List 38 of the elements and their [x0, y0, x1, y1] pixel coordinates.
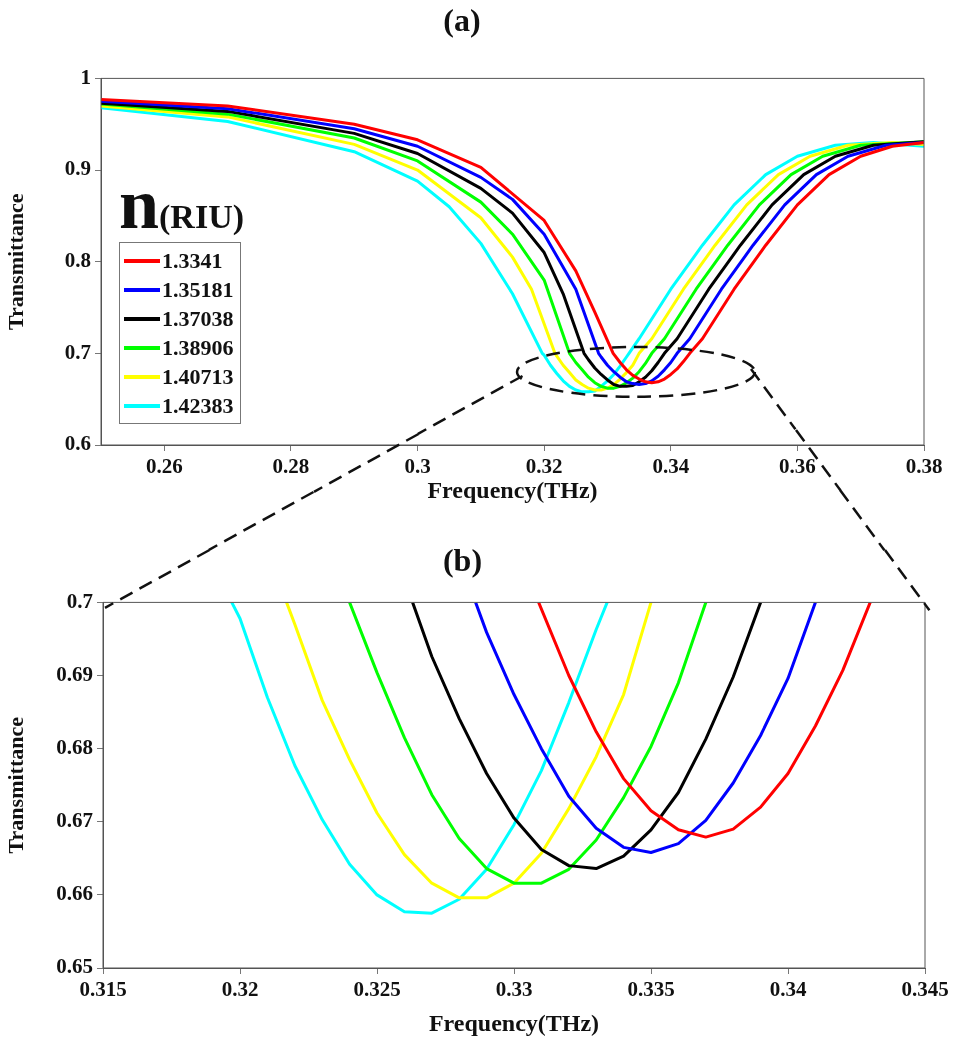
x-tick-label: 0.34: [652, 454, 690, 479]
x-tick-label: 0.34: [769, 977, 807, 1002]
y-tick-label: 0.8: [64, 248, 91, 273]
y-tick-label: 1: [80, 64, 91, 89]
y-tick-label: 0.68: [56, 735, 93, 760]
chart-title: (a): [443, 2, 481, 39]
y-axis-title: Transmittance: [2, 193, 28, 330]
legend-label: 1.38906: [162, 334, 234, 361]
x-tick-label: 0.3: [404, 454, 431, 479]
x-axis-title: Frequency(THz): [428, 1009, 600, 1036]
y-axis-title: Transmittance: [2, 716, 28, 854]
x-tick-label: 0.325: [353, 977, 401, 1002]
x-tick-label: 0.33: [495, 977, 533, 1002]
legend-label: 1.35181: [162, 276, 234, 303]
legend-title: n(RIU): [119, 164, 245, 245]
x-tick-label: 0.345: [901, 977, 949, 1002]
y-tick-label: 0.65: [56, 954, 93, 979]
x-tick-label: 0.36: [779, 454, 816, 479]
x-tick-label: 0.38: [905, 454, 943, 479]
x-tick-label: 0.28: [272, 454, 310, 479]
x-tick-label: 0.315: [79, 977, 127, 1002]
y-tick-label: 0.9: [64, 156, 91, 181]
x-tick-label: 0.32: [525, 454, 563, 479]
x-tick-label: 0.32: [221, 977, 259, 1002]
legend-label: 1.40713: [162, 363, 234, 390]
x-tick-label: 0.335: [627, 977, 675, 1002]
legend-label: 1.42383: [162, 392, 234, 419]
y-tick-label: 0.67: [56, 808, 93, 833]
y-tick-label: 0.6: [64, 431, 91, 456]
legend-label: 1.3341: [162, 247, 223, 274]
y-tick-label: 0.7: [66, 588, 93, 613]
y-tick-label: 0.7: [64, 339, 91, 364]
x-axis-title: Frequency(THz): [427, 476, 598, 503]
x-tick-label: 0.26: [145, 454, 183, 479]
legend-label: 1.37038: [162, 305, 234, 332]
chart-title: (b): [442, 542, 483, 579]
y-tick-label: 0.69: [56, 661, 93, 686]
y-tick-label: 0.66: [56, 881, 93, 906]
